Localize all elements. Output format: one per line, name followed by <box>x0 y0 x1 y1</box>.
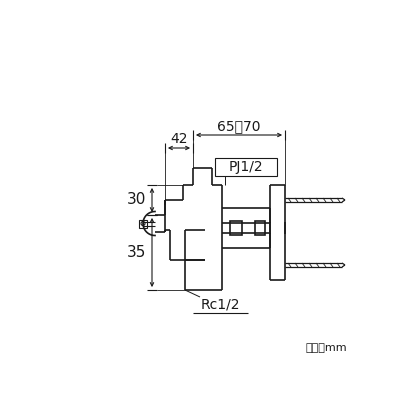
Text: 65～70: 65～70 <box>217 119 261 133</box>
Text: 42: 42 <box>170 132 188 146</box>
Bar <box>215 158 277 176</box>
Bar <box>255 221 265 235</box>
Bar <box>139 220 147 228</box>
Text: Rc1/2: Rc1/2 <box>200 298 240 312</box>
Text: 30: 30 <box>126 192 146 208</box>
Text: 単位：mm: 単位：mm <box>305 343 347 353</box>
Text: 35: 35 <box>126 245 146 260</box>
Text: PJ1/2: PJ1/2 <box>229 160 263 174</box>
Bar <box>230 221 242 235</box>
